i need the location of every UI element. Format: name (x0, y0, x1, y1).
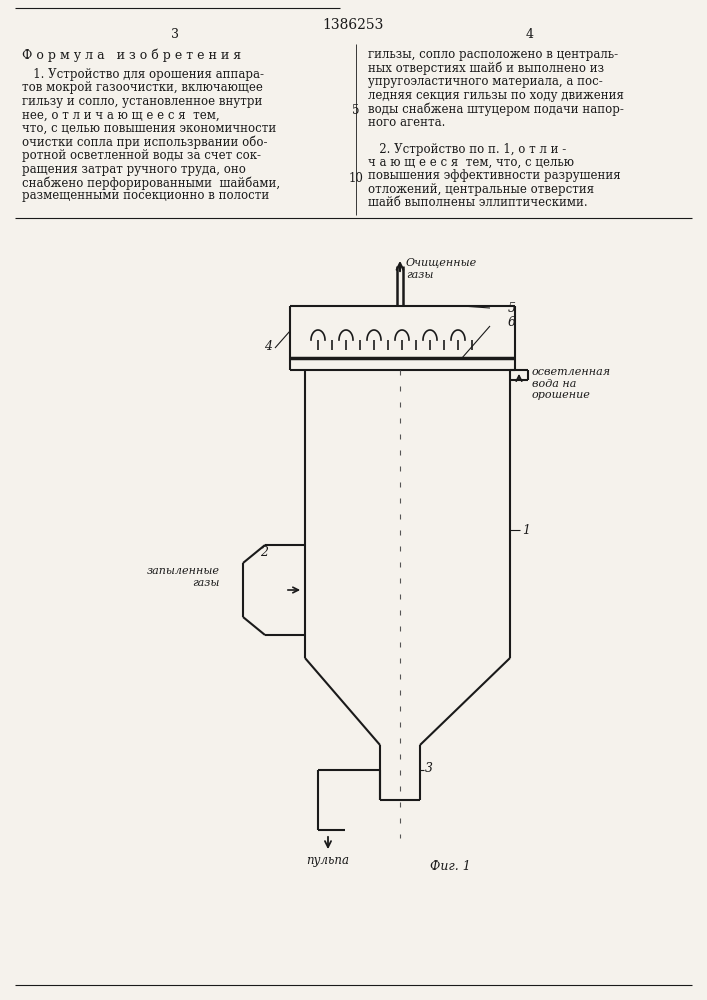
Text: размещенными посекционно в полости: размещенными посекционно в полости (22, 190, 269, 202)
Text: запыленные
газы: запыленные газы (147, 566, 220, 588)
Text: очистки сопла при использрвании обо-: очистки сопла при использрвании обо- (22, 135, 267, 149)
Text: 6: 6 (508, 316, 516, 330)
Text: 5: 5 (352, 104, 360, 117)
Text: снабжено перфорированными  шайбами,: снабжено перфорированными шайбами, (22, 176, 280, 190)
Text: ного агента.: ного агента. (368, 115, 445, 128)
Text: 4: 4 (526, 28, 534, 41)
Text: ращения затрат ручного труда, оно: ращения затрат ручного труда, оно (22, 162, 246, 176)
Text: что, с целью повышения экономичности: что, с целью повышения экономичности (22, 122, 276, 135)
Text: гильзы, сопло расположено в централь-: гильзы, сопло расположено в централь- (368, 48, 618, 61)
Text: Фиг. 1: Фиг. 1 (430, 860, 470, 873)
Text: пульпа: пульпа (306, 854, 349, 867)
Text: Очищенные
газы: Очищенные газы (406, 258, 477, 280)
Text: шайб выполнены эллиптическими.: шайб выполнены эллиптическими. (368, 196, 588, 210)
Text: 10: 10 (349, 172, 363, 185)
Text: 1: 1 (522, 524, 530, 536)
Text: 5: 5 (508, 302, 516, 314)
Text: тов мокрой газоочистки, включающее: тов мокрой газоочистки, включающее (22, 82, 263, 95)
Text: 1. Устройство для орошения аппара-: 1. Устройство для орошения аппара- (22, 68, 264, 81)
Text: 3: 3 (171, 28, 179, 41)
Text: повышения эффективности разрушения: повышения эффективности разрушения (368, 169, 621, 182)
Text: упругоэластичного материала, а пос-: упругоэластичного материала, а пос- (368, 75, 603, 88)
Text: 3: 3 (425, 762, 433, 774)
Text: нее, о т л и ч а ю щ е е с я  тем,: нее, о т л и ч а ю щ е е с я тем, (22, 108, 220, 121)
Text: ч а ю щ е е с я  тем, что, с целью: ч а ю щ е е с я тем, что, с целью (368, 156, 574, 169)
Text: 4: 4 (264, 340, 272, 353)
Text: ных отверстиях шайб и выполнено из: ных отверстиях шайб и выполнено из (368, 62, 604, 75)
Text: 1386253: 1386253 (322, 18, 384, 32)
Text: гильзу и сопло, установленное внутри: гильзу и сопло, установленное внутри (22, 95, 262, 108)
Text: 2: 2 (260, 546, 268, 558)
Text: 2. Устройство по п. 1, о т л и -: 2. Устройство по п. 1, о т л и - (368, 142, 566, 155)
Text: отложений, центральные отверстия: отложений, центральные отверстия (368, 183, 594, 196)
Text: Ф о р м у л а   и з о б р е т е н и я: Ф о р м у л а и з о б р е т е н и я (22, 48, 241, 62)
Text: осветленная
вода на
орошение: осветленная вода на орошение (532, 367, 611, 400)
Text: воды снабжена штуцером подачи напор-: воды снабжена штуцером подачи напор- (368, 102, 624, 115)
Text: ротной осветленной воды за счет сок-: ротной осветленной воды за счет сок- (22, 149, 261, 162)
Text: ледняя секция гильзы по ходу движения: ледняя секция гильзы по ходу движения (368, 89, 624, 102)
